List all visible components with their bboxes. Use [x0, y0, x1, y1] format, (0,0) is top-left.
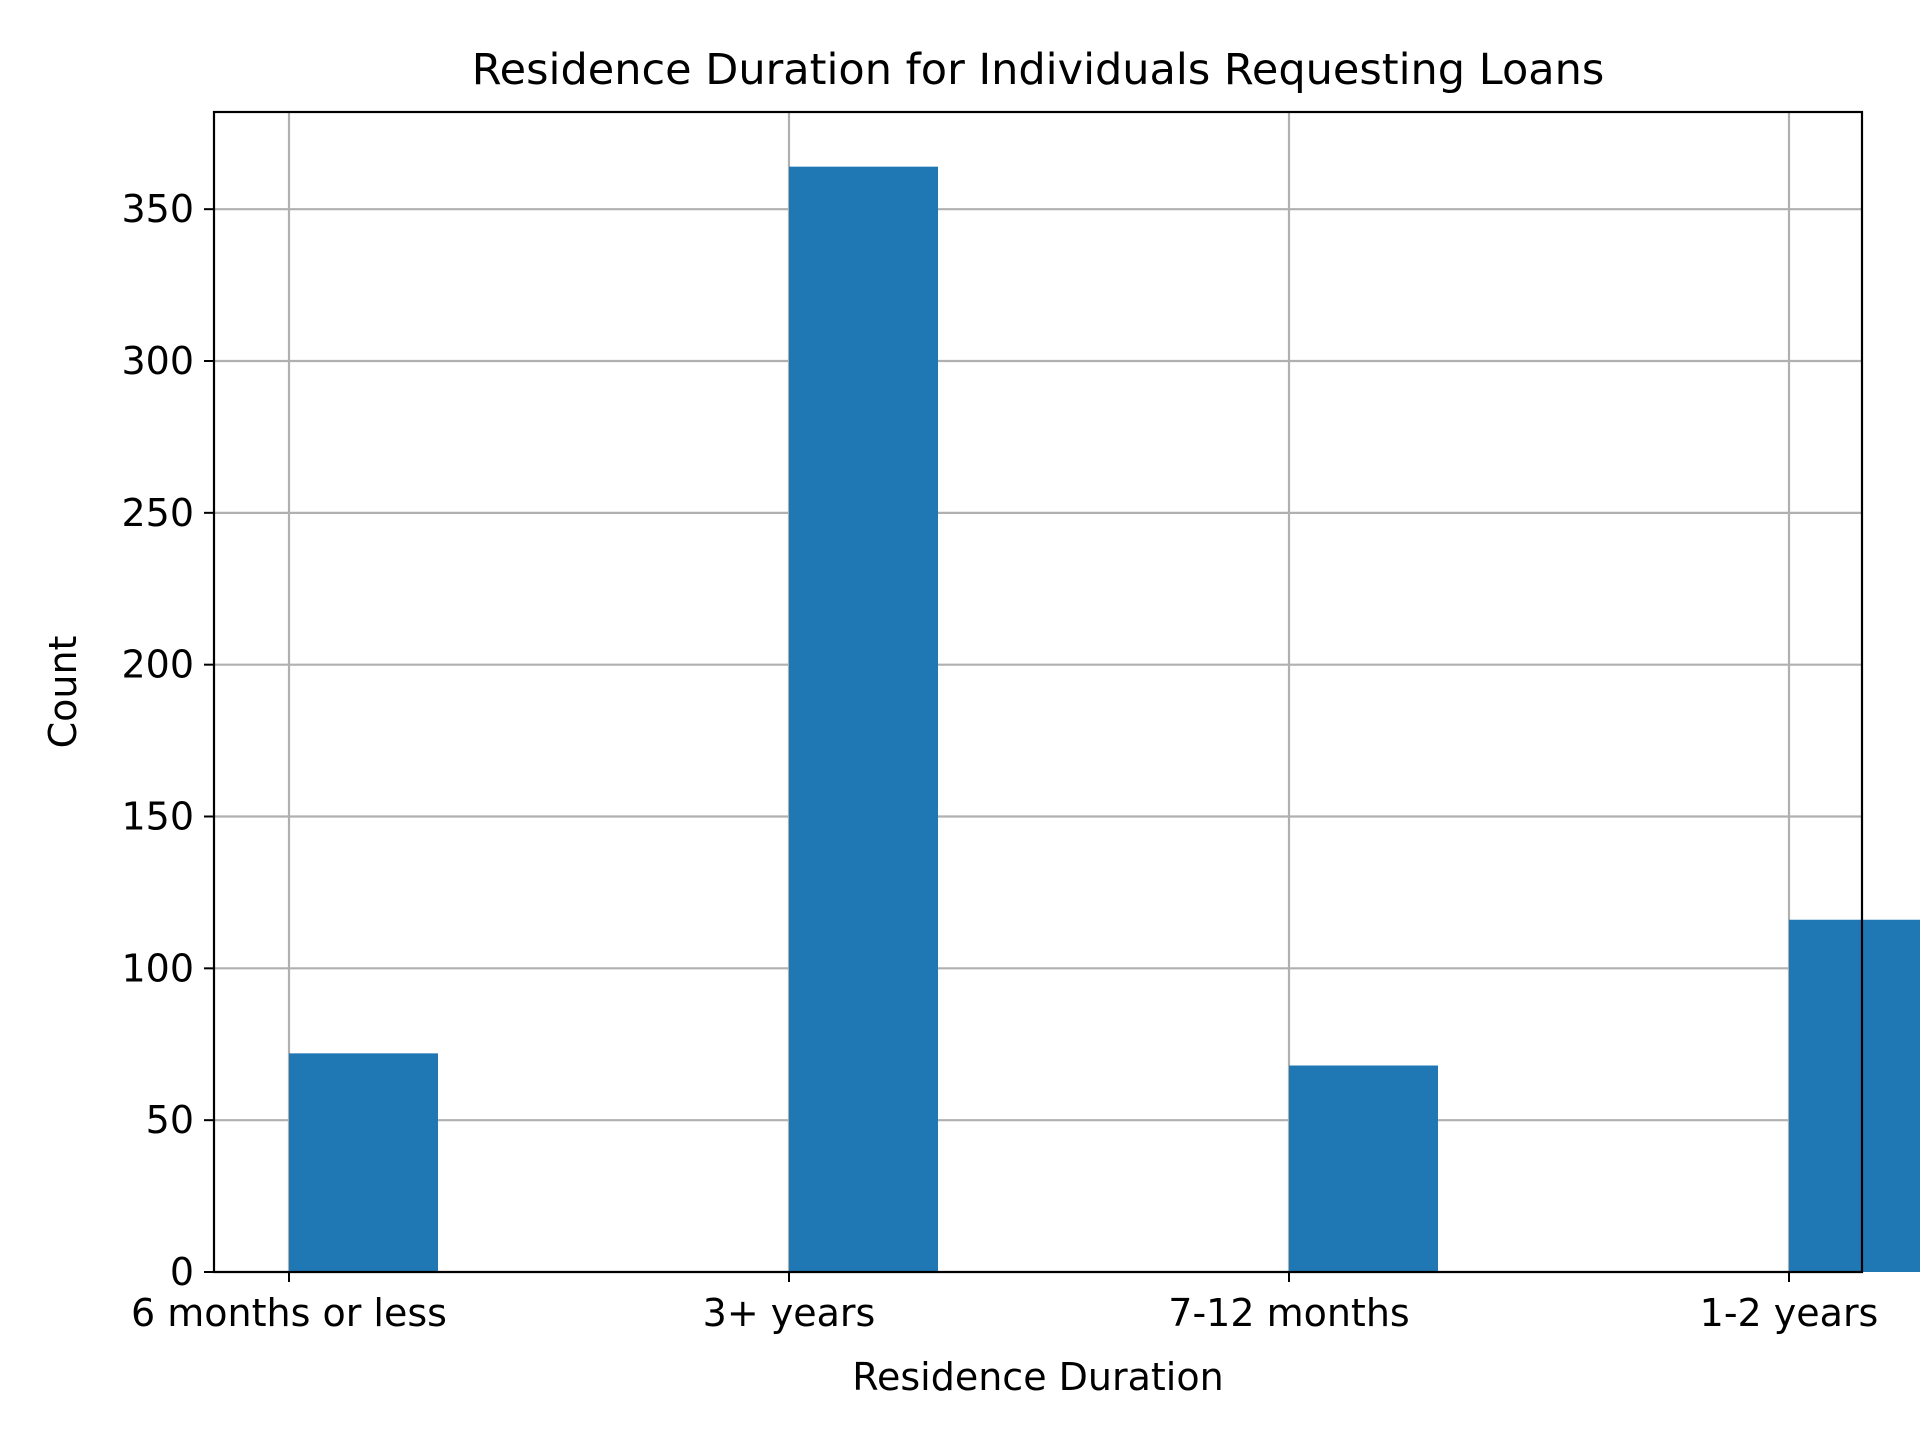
bar-3 [1789, 919, 1920, 1272]
y-axis-label: Count [41, 636, 85, 749]
y-axis-ticks: 0 50 100 150 200 250 300 350 [121, 187, 214, 1294]
bar-1 [789, 166, 938, 1273]
chart-title: Residence Duration for Individuals Reque… [472, 45, 1605, 95]
bar-2 [1289, 1065, 1438, 1272]
bars [289, 166, 1920, 1273]
y-tick-label-1: 50 [146, 1098, 194, 1142]
x-axis-label: Residence Duration [852, 1355, 1223, 1399]
x-tick-label-1: 3+ years [703, 1291, 876, 1335]
bar-0 [289, 1053, 438, 1272]
plot-frame [212, 110, 1864, 1274]
y-tick-label-2: 100 [121, 946, 194, 990]
y-tick-label-5: 250 [121, 491, 194, 535]
x-tick-label-0: 6 months or less [131, 1291, 447, 1335]
y-tick-label-7: 350 [121, 187, 194, 231]
x-tick-label-3: 1-2 years [1700, 1291, 1879, 1335]
y-tick-label-6: 300 [121, 339, 194, 383]
x-axis-ticks: 6 months or less 3+ years 7-12 months 1-2 y… [131, 1272, 1878, 1335]
y-tick-label-3: 150 [121, 795, 194, 839]
y-tick-label-0: 0 [170, 1250, 194, 1294]
x-tick-label-2: 7-12 months [1168, 1291, 1409, 1335]
y-tick-label-4: 200 [121, 643, 194, 687]
